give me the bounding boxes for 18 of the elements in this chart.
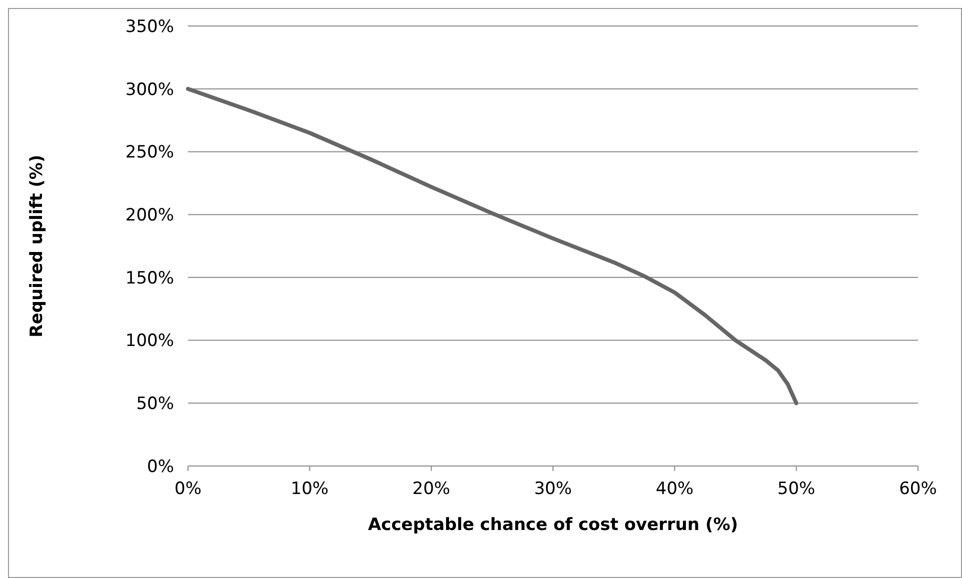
x-tick-label: 30% <box>534 479 572 499</box>
x-tick-label: 0% <box>174 479 202 499</box>
y-tick-label: 200% <box>125 206 174 226</box>
x-axis-title: Acceptable chance of cost overrun (%) <box>368 515 738 535</box>
x-tick-label: 50% <box>777 479 816 499</box>
x-tick-label: 40% <box>656 479 694 499</box>
y-tick-label: 300% <box>125 80 174 100</box>
y-tick-label: 50% <box>136 394 174 414</box>
x-tick-label: 10% <box>290 479 329 499</box>
line-series <box>186 86 798 406</box>
y-tick-label: 0% <box>147 456 174 477</box>
y-tick-label: 250% <box>125 142 174 163</box>
x-tick-label: 60% <box>899 479 937 499</box>
y-axis-title: Required uplift (%) <box>27 154 47 338</box>
x-tick-label: 20% <box>412 479 450 499</box>
y-tick-label: 150% <box>125 268 174 288</box>
y-tick-label: 350% <box>125 16 174 37</box>
y-tick-label: 100% <box>125 331 174 352</box>
